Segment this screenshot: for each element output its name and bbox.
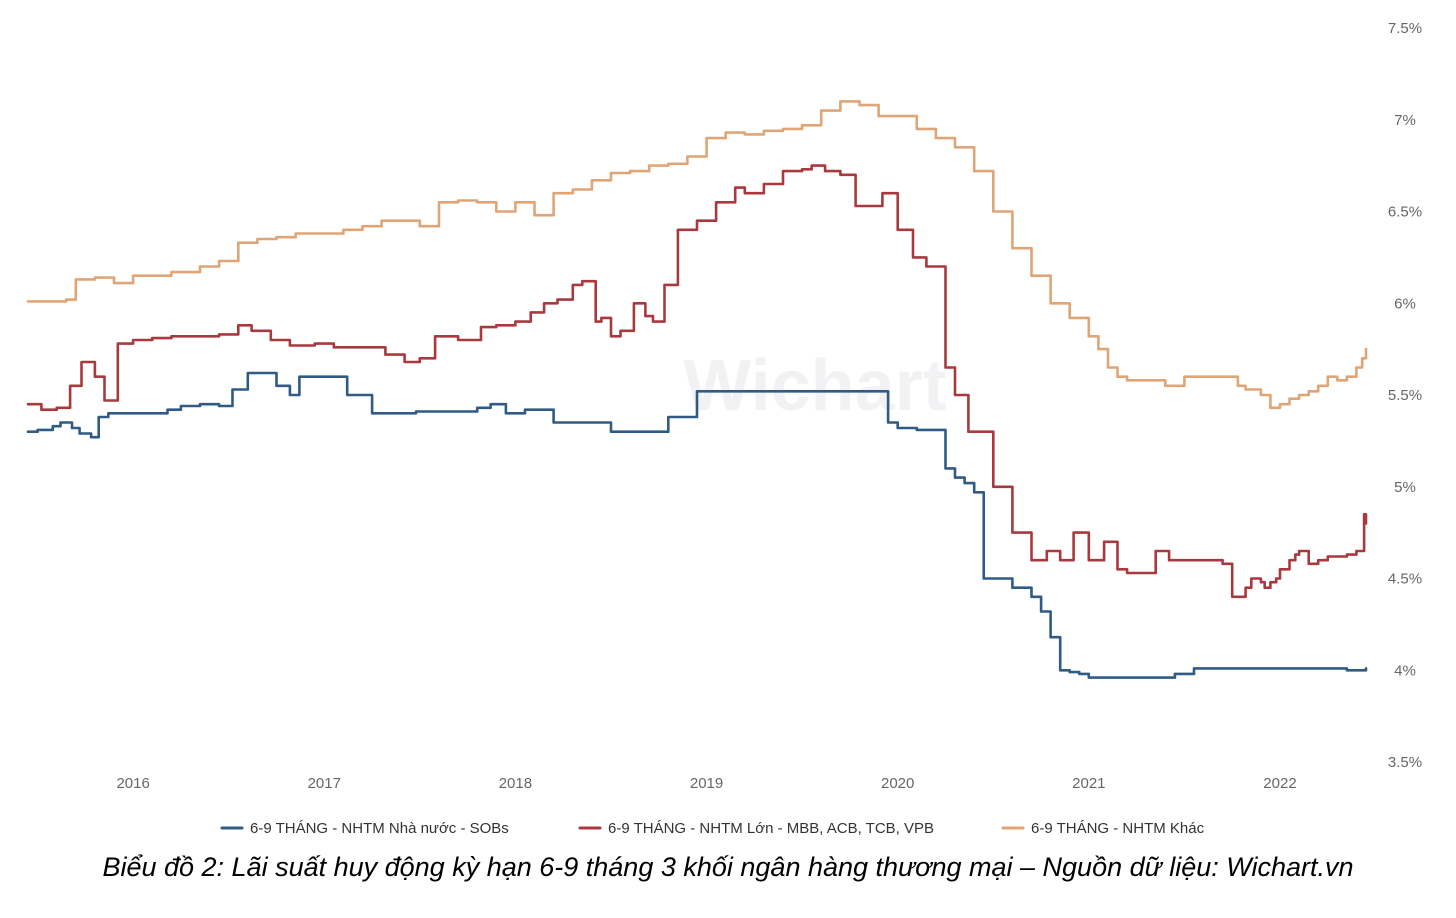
- series-line-2: [26, 164, 1368, 599]
- x-tick-label: 2018: [499, 775, 532, 792]
- y-tick-label: 5%: [1394, 479, 1416, 496]
- legend-item-1[interactable]: 6-9 THÁNG - NHTM Nhà nước - SOBs: [220, 820, 509, 837]
- legend-label: 6-9 THÁNG - NHTM Khác: [1031, 820, 1205, 837]
- legend-item-3[interactable]: 6-9 THÁNG - NHTM Khác: [1001, 820, 1205, 837]
- x-tick-label: 2022: [1263, 775, 1296, 792]
- y-tick-label: 4%: [1394, 662, 1416, 679]
- legend-item-2[interactable]: 6-9 THÁNG - NHTM Lớn - MBB, ACB, TCB, VP…: [578, 820, 934, 837]
- legend-label: 6-9 THÁNG - NHTM Nhà nước - SOBs: [250, 820, 509, 837]
- plot-area: [26, 100, 1368, 679]
- x-tick-label: 2017: [308, 775, 341, 792]
- x-axis: 2016 2017 2018 2019 2020 2021 2022: [116, 775, 1296, 792]
- y-tick-label: 5.5%: [1388, 387, 1422, 404]
- x-tick-label: 2021: [1072, 775, 1105, 792]
- y-tick-label: 6.5%: [1388, 204, 1422, 221]
- legend-label: 6-9 THÁNG - NHTM Lớn - MBB, ACB, TCB, VP…: [608, 820, 934, 837]
- y-tick-label: 7.5%: [1388, 20, 1422, 37]
- watermark: Wichart: [683, 346, 946, 426]
- y-axis: 3.5% 4% 4.5% 5% 5.5% 6% 6.5% 7% 7.5%: [1388, 20, 1422, 771]
- chart-caption: Biểu đồ 2: Lãi suất huy động kỳ hạn 6-9 …: [102, 852, 1354, 882]
- x-tick-label: 2019: [690, 775, 723, 792]
- series-line-3: [26, 100, 1368, 410]
- y-tick-label: 3.5%: [1388, 754, 1422, 771]
- y-tick-label: 6%: [1394, 295, 1416, 312]
- x-tick-label: 2020: [881, 775, 914, 792]
- legend: 6-9 THÁNG - NHTM Nhà nước - SOBs 6-9 THÁN…: [220, 820, 1205, 837]
- x-tick-label: 2016: [116, 775, 149, 792]
- y-tick-label: 7%: [1394, 112, 1416, 129]
- y-tick-label: 4.5%: [1388, 571, 1422, 588]
- series-line-1: [26, 371, 1368, 679]
